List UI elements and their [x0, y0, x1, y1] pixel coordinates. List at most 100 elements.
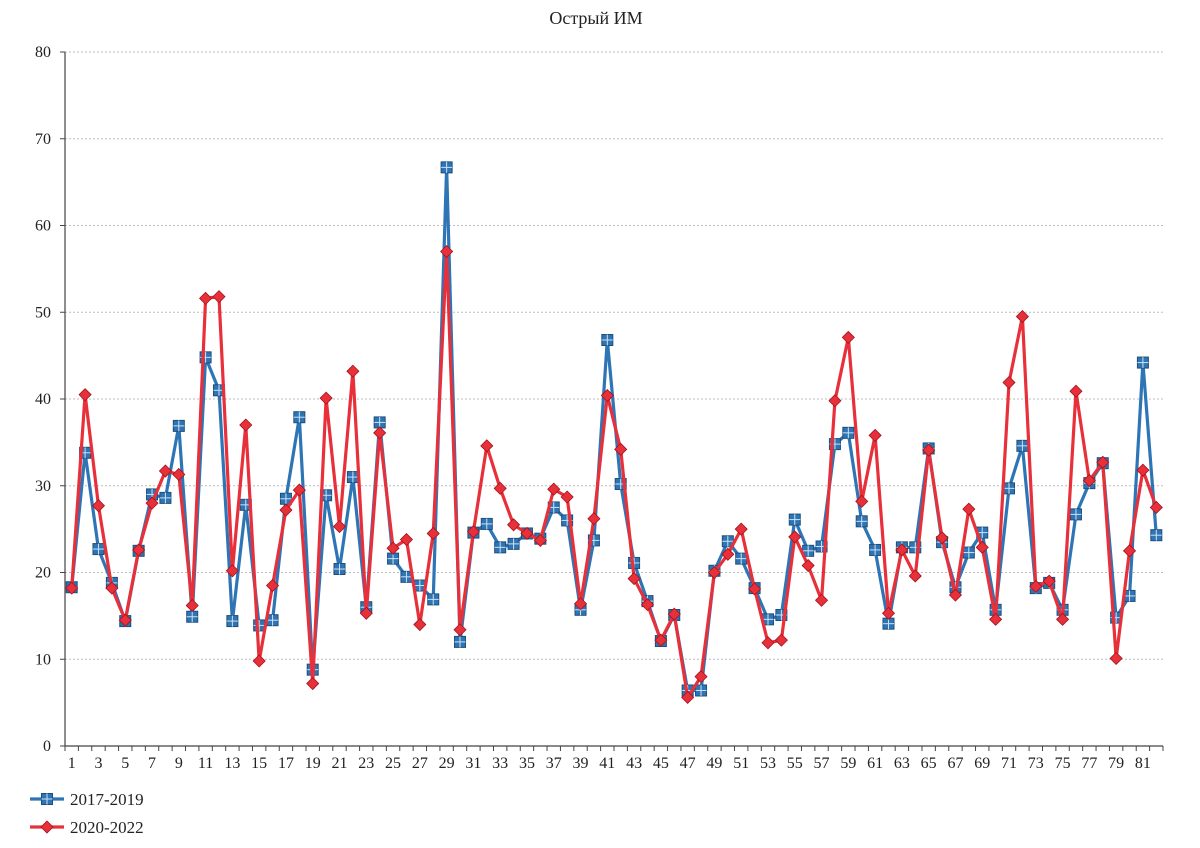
data-point: [1109, 651, 1123, 665]
x-tick-label: 47: [680, 755, 696, 772]
data-point: [319, 391, 333, 405]
data-point: [600, 388, 614, 403]
data-point: [774, 633, 788, 647]
x-tick-label: 69: [974, 755, 990, 772]
x-tick-label: 55: [787, 755, 803, 772]
data-point: [654, 633, 668, 647]
x-tick-label: 15: [251, 755, 267, 772]
data-point: [78, 388, 92, 402]
data-point: [1002, 375, 1016, 390]
data-point: [842, 426, 855, 439]
data-point: [306, 676, 320, 691]
y-tick-label: 50: [35, 304, 51, 321]
data-point: [667, 607, 681, 621]
legend-label: 2020-2022: [70, 818, 144, 837]
x-tick-label: 21: [332, 755, 348, 772]
data-point: [868, 428, 882, 443]
data-point: [855, 494, 869, 508]
data-point: [1016, 439, 1029, 452]
x-tick-label: 57: [814, 755, 830, 772]
data-point: [507, 518, 521, 532]
data-point: [1149, 500, 1163, 515]
data-point: [547, 482, 561, 496]
data-point: [1136, 356, 1149, 369]
data-point: [105, 581, 119, 595]
data-point: [1003, 482, 1016, 495]
x-tick-label: 41: [599, 755, 615, 772]
legend-item: 2020-2022: [30, 818, 144, 837]
x-tick-label: 63: [894, 755, 910, 772]
data-point: [466, 525, 480, 539]
x-tick-label: 51: [733, 755, 749, 772]
data-point: [748, 582, 762, 596]
data-point: [427, 593, 440, 606]
data-point: [1015, 310, 1029, 324]
data-point: [587, 512, 601, 526]
chart-title: Острый ИМ: [549, 8, 642, 28]
data-point: [440, 161, 453, 174]
data-point: [1069, 384, 1083, 398]
data-point: [1056, 612, 1070, 626]
data-point: [935, 531, 949, 545]
data-point: [908, 569, 922, 583]
y-tick-label: 0: [43, 738, 51, 755]
data-point: [346, 471, 359, 484]
y-tick-label: 60: [35, 218, 51, 235]
x-tick-label: 67: [947, 755, 963, 772]
x-tick-label: 7: [148, 755, 156, 772]
data-point: [1136, 463, 1150, 477]
x-tick-label: 17: [278, 755, 294, 772]
x-tick-label: 53: [760, 755, 776, 772]
data-point: [226, 615, 239, 628]
y-tick-label: 80: [35, 44, 51, 61]
x-tick-label: 61: [867, 755, 883, 772]
data-point: [1082, 473, 1096, 488]
data-point: [172, 419, 185, 432]
data-point: [614, 442, 628, 456]
data-point: [145, 496, 159, 510]
data-point: [158, 464, 172, 478]
data-point: [841, 330, 855, 344]
x-tick-label: 33: [492, 755, 508, 772]
data-point: [895, 543, 909, 557]
x-tick-label: 11: [198, 755, 213, 772]
y-tick-label: 30: [35, 478, 51, 495]
data-point: [627, 572, 641, 586]
data-point: [788, 513, 801, 526]
data-point: [533, 533, 547, 547]
data-point: [640, 598, 655, 612]
data-point: [734, 522, 748, 536]
data-point: [922, 443, 936, 457]
data-point: [869, 543, 882, 556]
x-tick-label: 65: [921, 755, 937, 772]
data-point: [788, 530, 802, 544]
x-tick-label: 3: [94, 755, 102, 772]
data-point: [721, 547, 735, 561]
x-tick-label: 49: [706, 755, 722, 772]
data-point: [359, 606, 373, 620]
data-point: [413, 617, 427, 632]
data-point: [494, 541, 507, 554]
data-point: [694, 670, 708, 684]
data-point: [118, 613, 132, 627]
data-point: [332, 519, 347, 534]
data-point: [707, 565, 721, 580]
y-tick-labels: 0 10 20 30 40 50 60 70 80: [35, 44, 51, 755]
data-point: [587, 534, 600, 547]
legend-marker: [41, 793, 53, 805]
data-point: [814, 593, 829, 607]
data-point: [761, 636, 775, 650]
data-point: [225, 564, 239, 578]
data-series: [65, 161, 1163, 704]
y-tick-label: 70: [35, 131, 51, 148]
data-point: [480, 517, 493, 530]
x-tick-label: 31: [465, 755, 481, 772]
data-point: [975, 540, 989, 554]
x-tick-label: 43: [626, 755, 642, 772]
y-tick-label: 10: [35, 651, 51, 668]
data-point: [962, 546, 975, 559]
data-point: [252, 654, 266, 668]
x-tick-label: 23: [358, 755, 374, 772]
data-point: [721, 535, 734, 548]
data-point: [279, 503, 293, 517]
